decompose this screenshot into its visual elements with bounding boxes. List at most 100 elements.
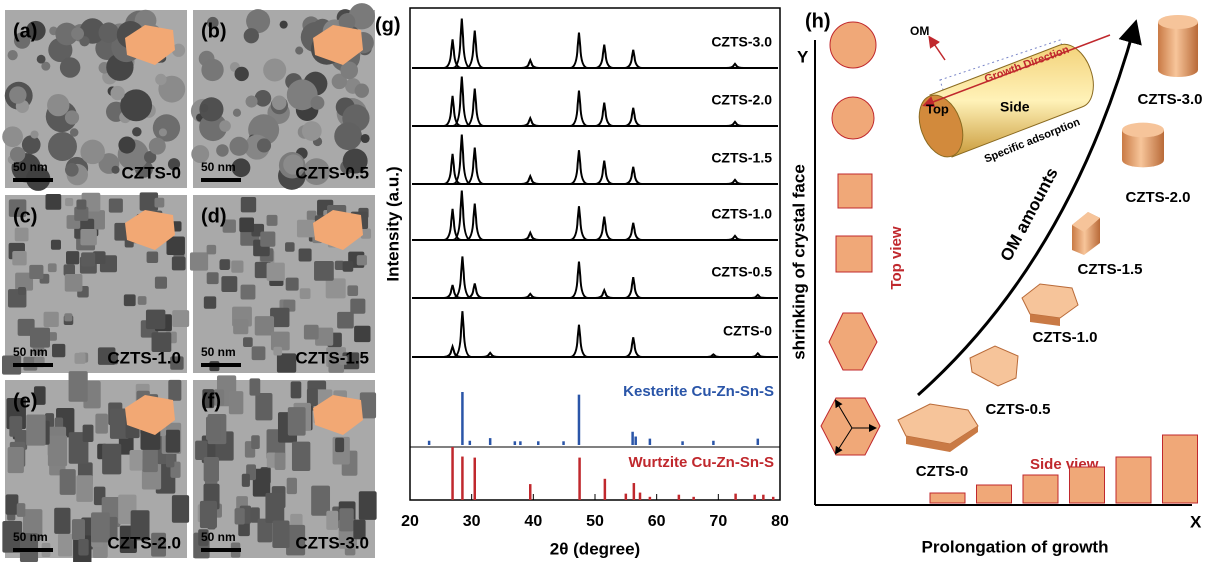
peak — [521, 57, 540, 69]
panel-label: (c) — [13, 205, 37, 227]
particle — [306, 388, 318, 407]
crystal-icon — [313, 25, 363, 65]
particle — [120, 89, 153, 122]
top-view-shape — [828, 312, 878, 371]
particle — [303, 324, 319, 340]
peak — [569, 261, 588, 299]
particle — [199, 500, 217, 529]
particle — [48, 332, 57, 341]
particle — [95, 413, 108, 434]
particle — [92, 251, 106, 264]
particle — [111, 165, 120, 174]
particle — [233, 319, 249, 335]
particle — [286, 524, 306, 556]
particle — [254, 89, 272, 107]
particle — [12, 250, 27, 266]
particle — [251, 346, 266, 361]
particle — [55, 22, 79, 46]
panel-label: (g) — [375, 14, 401, 36]
peak — [443, 95, 462, 127]
particle — [47, 263, 57, 273]
peak — [624, 107, 643, 127]
particle — [331, 73, 348, 90]
scale-label: 50 nm — [13, 530, 48, 544]
particle — [285, 277, 299, 291]
particle — [283, 154, 304, 175]
crystal-top — [1158, 15, 1198, 29]
particle — [2, 520, 23, 553]
particle — [266, 452, 277, 468]
particle — [260, 231, 276, 247]
particle — [118, 136, 136, 154]
particle — [252, 468, 271, 497]
particle — [33, 386, 46, 405]
particle — [189, 252, 209, 271]
trace-label: CZTS-0 — [723, 323, 772, 339]
crystal-top — [1072, 212, 1100, 232]
peak — [443, 153, 462, 185]
particle — [347, 285, 359, 296]
particle — [47, 131, 77, 161]
crystal — [1122, 130, 1164, 168]
particle — [221, 276, 238, 293]
particle — [274, 452, 286, 470]
particle — [30, 130, 39, 139]
particle — [98, 22, 119, 43]
particle — [246, 9, 271, 34]
particle — [2, 355, 22, 375]
particle — [71, 27, 85, 41]
particle — [57, 533, 73, 557]
particle — [47, 93, 70, 117]
particle — [303, 158, 330, 185]
particle — [15, 272, 34, 291]
peak — [624, 49, 643, 69]
side-view-bar — [1115, 456, 1152, 504]
particle — [29, 327, 50, 348]
particle — [254, 316, 275, 336]
scale-label: 50 nm — [201, 160, 236, 174]
particle — [287, 407, 306, 436]
particle — [8, 199, 27, 217]
peak — [569, 324, 588, 358]
peak — [465, 203, 484, 241]
top-view-shape — [837, 173, 873, 209]
particle — [250, 507, 260, 523]
particle — [232, 108, 242, 117]
peak — [726, 234, 744, 241]
particle — [21, 135, 41, 154]
particle — [286, 477, 297, 495]
top-view-label: Top view — [888, 226, 905, 289]
peak — [624, 166, 643, 185]
side-view-bar — [1162, 434, 1198, 504]
particle — [52, 343, 66, 358]
particle — [110, 85, 125, 101]
scale-label: 50 nm — [201, 530, 236, 544]
particle — [353, 519, 366, 540]
particle — [71, 519, 85, 540]
particle — [257, 518, 273, 543]
crystal-icon — [125, 210, 175, 250]
particle — [334, 122, 362, 151]
peak — [452, 18, 471, 69]
particle — [213, 389, 225, 406]
peak — [443, 208, 462, 241]
trace-label: CZTS-0.5 — [711, 264, 772, 280]
peak — [624, 277, 643, 299]
particle — [166, 236, 185, 255]
particle — [219, 259, 230, 271]
particle — [298, 248, 312, 262]
particle — [234, 66, 249, 82]
peak — [452, 134, 471, 185]
particle — [79, 36, 90, 47]
particle — [285, 242, 295, 252]
peak — [521, 230, 540, 241]
particle — [68, 371, 88, 402]
top-view-shape — [831, 96, 875, 140]
particle — [74, 352, 86, 364]
particle — [263, 58, 287, 82]
particle — [234, 508, 245, 525]
particle — [203, 457, 220, 482]
particle — [54, 507, 71, 534]
direction-arrow — [922, 34, 1111, 108]
